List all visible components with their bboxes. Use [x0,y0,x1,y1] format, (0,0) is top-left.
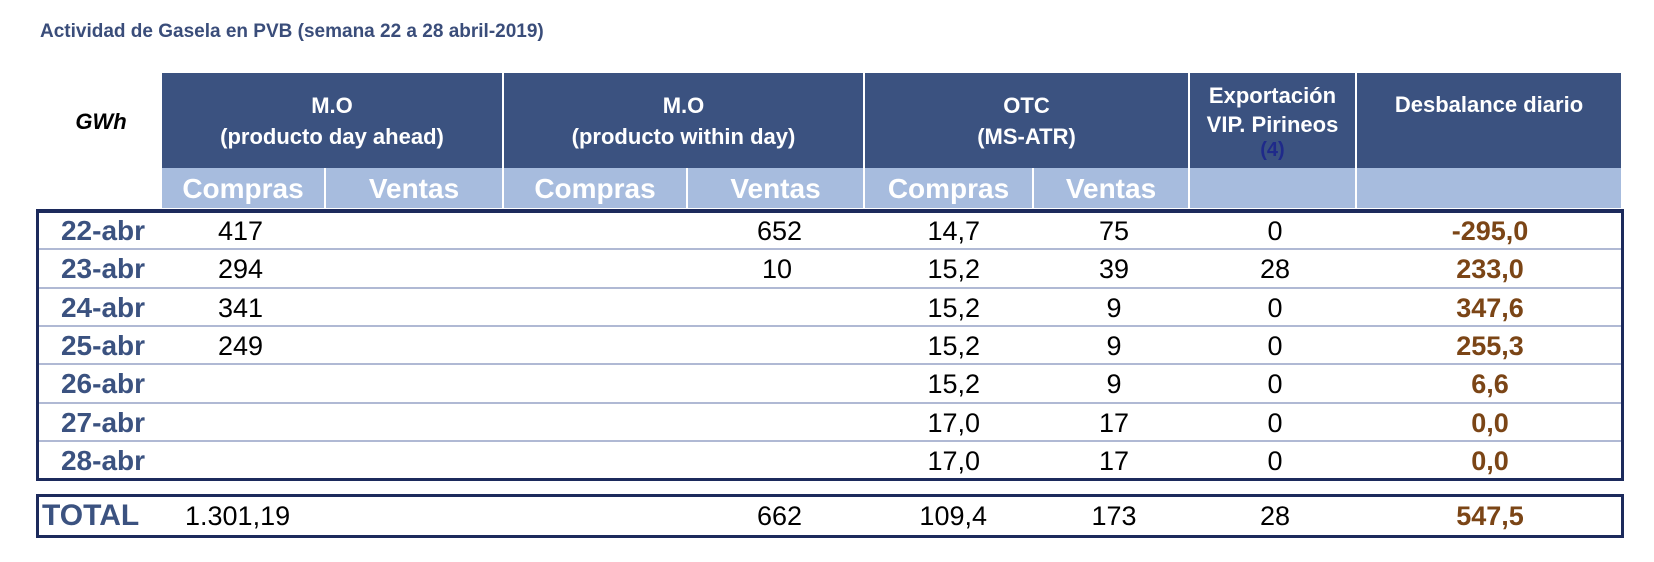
cell-otc-compras: 15,2 [927,331,980,361]
cell-otc-ventas: 17 [1098,408,1130,438]
header-exportacion-note: (4) [1260,138,1285,161]
cell-mo-da-compras: 294 [218,254,264,284]
cell-desbalance: 0,0 [1471,408,1509,438]
cell-desbalance: -295,0 [1451,216,1529,246]
row-divider [39,440,1621,442]
cell-otc-compras: 17,0 [927,408,980,438]
cell-desbalance: 255,3 [1456,331,1524,361]
subheader-mo-wd-compras: Compras [504,168,686,208]
subheader-otc-ventas: Ventas [1034,168,1188,208]
header-mo-within-day: M.O (producto within day) [504,73,863,168]
total-label: TOTAL [42,499,140,532]
header-exportacion-line2: VIP. Pirineos [1206,111,1339,137]
cell-otc-compras: 15,2 [927,254,980,284]
cell-export: 0 [1267,331,1283,361]
cell-mo-wd-ventas: 10 [761,254,792,284]
cell-desbalance: 6,6 [1471,369,1509,399]
header-otc-line2: (MS-ATR) [977,123,1076,149]
header-exportacion-line1: Exportación [1208,82,1337,108]
cell-desbalance: 347,6 [1456,293,1524,323]
row-divider [39,402,1621,404]
total-export: 28 [1259,501,1291,531]
cell-export: 28 [1259,254,1291,284]
cell-export: 0 [1267,293,1283,323]
subheader-exportacion-blank [1190,168,1355,208]
cell-export: 0 [1267,216,1283,246]
cell-mo-da-compras: 341 [218,293,264,323]
cell-otc-ventas: 9 [1106,293,1122,323]
total-row [36,494,1624,538]
header-mo-within-day-line1: M.O [662,92,705,118]
cell-otc-compras: 15,2 [927,293,980,323]
total-mo-da-compras: 1.301,19 [185,501,291,531]
subheader-mo-da-compras: Compras [162,168,324,208]
cell-mo-da-compras: 417 [218,216,264,246]
row-date: 27-abr [60,407,146,438]
row-divider [39,248,1621,250]
page-title: Actividad de Gasela en PVB (semana 22 a … [40,21,544,42]
cell-otc-ventas: 9 [1106,331,1122,361]
cell-otc-ventas: 39 [1098,254,1130,284]
subheader-mo-wd-ventas: Ventas [688,168,863,208]
cell-export: 0 [1267,446,1283,476]
subheader-mo-da-ventas: Ventas [326,168,502,208]
cell-otc-compras: 15,2 [927,369,980,399]
cell-export: 0 [1267,408,1283,438]
cell-otc-compras: 14,7 [927,216,980,246]
total-desbalance: 547,5 [1456,501,1524,531]
row-date: 23-abr [60,253,146,284]
cell-otc-compras: 17,0 [927,446,980,476]
row-divider [39,363,1621,365]
cell-desbalance: 233,0 [1456,254,1524,284]
data-table-body [36,209,1624,481]
header-desbalance-label: Desbalance diario [1394,92,1584,117]
row-divider [39,325,1621,327]
header-desbalance: Desbalance diario [1357,73,1621,168]
header-mo-day-ahead: M.O (producto day ahead) [162,73,502,168]
row-date: 24-abr [60,292,146,323]
cell-mo-da-compras: 249 [218,331,264,361]
header-exportacion: Exportación VIP. Pirineos (4) [1190,73,1355,168]
cell-otc-ventas: 9 [1106,369,1122,399]
total-otc-ventas: 173 [1091,501,1137,531]
row-date: 25-abr [60,330,146,361]
cell-export: 0 [1267,369,1283,399]
cell-mo-wd-ventas: 652 [756,216,802,246]
row-divider [39,287,1621,289]
total-otc-compras: 109,4 [919,501,987,531]
header-mo-day-ahead-line1: M.O [311,92,353,118]
row-date: 28-abr [60,445,146,476]
header-otc: OTC (MS-ATR) [865,73,1188,168]
row-date: 22-abr [60,215,146,246]
subheader-desbalance-blank [1357,168,1621,208]
subheader-otc-compras: Compras [865,168,1032,208]
row-date: 26-abr [60,368,146,399]
cell-desbalance: 0,0 [1471,446,1509,476]
total-mo-wd-ventas: 662 [756,501,802,531]
cell-otc-ventas: 17 [1098,446,1130,476]
unit-label: GWh [75,109,127,134]
cell-otc-ventas: 75 [1098,216,1130,246]
header-mo-within-day-line2: (producto within day) [571,123,796,149]
header-otc-line1: OTC [1003,92,1050,118]
header-mo-day-ahead-line2: (producto day ahead) [220,123,444,149]
